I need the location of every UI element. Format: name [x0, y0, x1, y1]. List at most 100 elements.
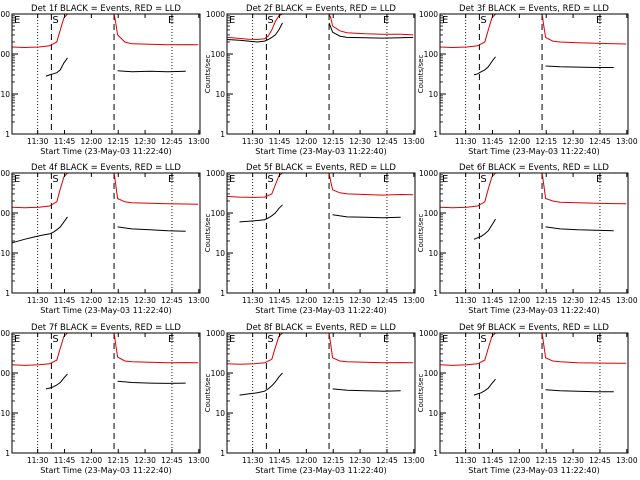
x-axis-label: Start Time (23-May-03 11:22:40) — [255, 306, 386, 315]
lld-line — [439, 332, 496, 366]
x-tick-label: 12:00 — [296, 296, 318, 305]
x-tick-label: 12:30 — [349, 296, 371, 305]
y-tick-label: 100 — [211, 369, 226, 378]
marker-s: S — [267, 174, 273, 185]
y-axis-label: Counts/sec — [204, 214, 212, 253]
x-tick-label: 12:30 — [134, 456, 156, 465]
lld-line — [11, 172, 68, 209]
plot-frame — [226, 332, 416, 454]
plot-frame — [11, 332, 201, 454]
panel-title: Det 2f BLACK = Events, RED = LLD — [246, 4, 396, 14]
lld-line — [226, 172, 283, 198]
panel-title: Det 3f BLACK = Events, RED = LLD — [459, 4, 609, 14]
x-tick-label: 12:45 — [589, 296, 611, 305]
y-tick-label: 100 — [0, 369, 10, 378]
marker-e-right: E — [383, 15, 389, 26]
y-tick-label: 10 — [215, 90, 225, 99]
y-tick-label: 10 — [428, 90, 438, 99]
marker-s: S — [52, 174, 58, 185]
x-tick-label: 11:30 — [242, 296, 264, 305]
x-tick-label: 11:30 — [27, 137, 49, 146]
plot-frame — [226, 13, 416, 135]
events-line — [11, 216, 68, 244]
y-axis-label: Counts/sec — [417, 55, 425, 94]
x-axis-label: Start Time (23-May-03 11:22:40) — [468, 306, 599, 315]
y-tick-label: 1000 — [0, 169, 10, 178]
x-tick-label: 12:00 — [509, 456, 531, 465]
marker-e-right: E — [168, 15, 174, 26]
panel-title: Det 8f BLACK = Events, RED = LLD — [246, 323, 396, 333]
y-tick-label: 10 — [428, 409, 438, 418]
x-tick-label: 13:00 — [616, 456, 638, 465]
x-tick-label: 12:15 — [107, 296, 129, 305]
plot-frame — [11, 13, 201, 135]
lld-line — [113, 332, 199, 364]
marker-e-left: E — [229, 15, 235, 26]
x-tick-label: 12:45 — [376, 296, 398, 305]
x-axis-label: Start Time (23-May-03 11:22:40) — [468, 466, 599, 475]
events-line — [332, 388, 401, 392]
events-line — [239, 204, 283, 223]
events-line — [45, 57, 68, 77]
x-tick-label: 12:00 — [81, 296, 103, 305]
events-line — [545, 65, 614, 68]
y-tick-label: 1000 — [206, 169, 225, 178]
x-tick-label: 12:15 — [535, 456, 557, 465]
lld-line — [541, 332, 627, 364]
x-tick-label: 13:00 — [403, 137, 425, 146]
marker-e-left: E — [442, 174, 448, 185]
lld-line — [328, 332, 414, 364]
marker-s: S — [52, 15, 58, 26]
x-tick-label: 12:15 — [107, 137, 129, 146]
x-tick-label: 13:00 — [188, 296, 210, 305]
y-tick-label: 1000 — [206, 10, 225, 19]
x-axis-label: Start Time (23-May-03 11:22:40) — [40, 306, 171, 315]
events-line — [545, 226, 614, 232]
marker-s: S — [267, 334, 273, 345]
y-axis-label: Counts/sec — [204, 374, 212, 413]
x-tick-label: 13:00 — [616, 296, 638, 305]
lld-line — [439, 172, 496, 209]
y-tick-label: 1 — [220, 130, 225, 139]
lld-line — [11, 332, 68, 366]
x-tick-label: 12:15 — [535, 296, 557, 305]
x-tick-label: 11:45 — [269, 137, 291, 146]
y-tick-label: 1 — [433, 289, 438, 298]
marker-e-right: E — [168, 334, 174, 345]
x-tick-label: 12:00 — [296, 137, 318, 146]
lld-line — [541, 13, 627, 45]
x-tick-label: 12:15 — [322, 456, 344, 465]
x-tick-label: 12:45 — [161, 296, 183, 305]
x-tick-label: 12:45 — [589, 137, 611, 146]
marker-e-left: E — [14, 15, 20, 26]
x-tick-label: 12:15 — [322, 296, 344, 305]
x-tick-label: 12:45 — [161, 456, 183, 465]
marker-s: S — [480, 334, 486, 345]
marker-e-left: E — [14, 174, 20, 185]
lld-line — [226, 332, 283, 365]
x-tick-label: 11:45 — [54, 137, 76, 146]
x-tick-label: 11:30 — [455, 456, 477, 465]
marker-e-left: E — [229, 334, 235, 345]
y-tick-label: 1 — [5, 130, 10, 139]
x-tick-label: 12:15 — [322, 137, 344, 146]
marker-e-right: E — [383, 334, 389, 345]
marker-e-left: E — [14, 334, 20, 345]
y-axis-label: Counts/sec — [204, 55, 212, 94]
y-tick-label: 1000 — [419, 329, 438, 338]
x-tick-label: 11:45 — [54, 456, 76, 465]
panel-title: Det 4f BLACK = Events, RED = LLD — [31, 163, 181, 173]
events-line — [545, 389, 614, 393]
y-tick-label: 100 — [0, 50, 10, 59]
x-tick-label: 12:15 — [535, 137, 557, 146]
lld-line — [11, 13, 68, 49]
y-tick-label: 1 — [5, 449, 10, 458]
y-tick-label: 10 — [428, 249, 438, 258]
